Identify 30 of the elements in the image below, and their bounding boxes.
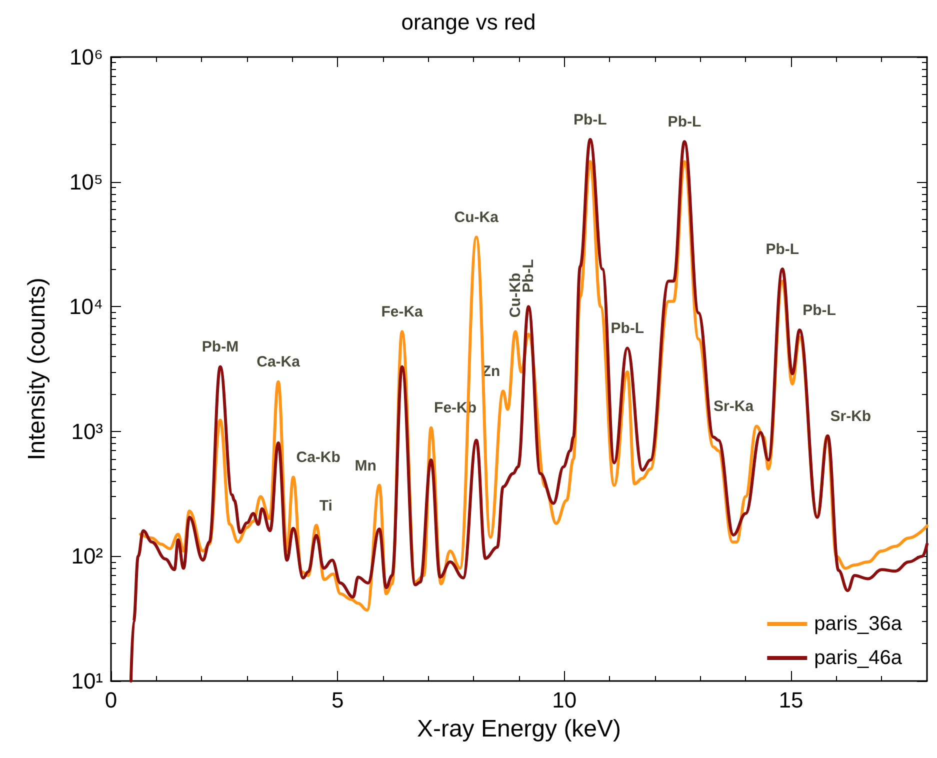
annotation: Mn bbox=[354, 457, 376, 474]
y-tick-label: 10³ bbox=[71, 418, 103, 444]
annotation: Pb-L bbox=[610, 320, 644, 338]
legend-label: paris_46a bbox=[814, 647, 903, 669]
x-axis-title: X-ray Energy (keV) bbox=[416, 716, 622, 742]
annotation: Sr-Ka bbox=[714, 398, 754, 416]
annotation: Pb-L bbox=[668, 114, 702, 131]
x-tick-label: 0 bbox=[104, 688, 118, 712]
annotation: Pb-L bbox=[574, 112, 607, 129]
chart-title: orange vs red bbox=[401, 10, 536, 34]
y-tick-label: 10⁵ bbox=[69, 169, 103, 194]
annotation: Sr-Kb bbox=[830, 408, 872, 425]
annotation: Cu-Ka bbox=[454, 209, 500, 226]
annotation: Fe-Ka bbox=[381, 304, 424, 321]
annotation: Pb-L bbox=[520, 259, 538, 293]
x-tick-label: 10 bbox=[552, 688, 577, 712]
y-axis-title: Intensity (counts) bbox=[24, 278, 50, 460]
y-tick-label: 10¹ bbox=[71, 668, 103, 694]
y-tick-label: 10⁴ bbox=[69, 294, 103, 320]
y-tick-label: 10² bbox=[71, 544, 103, 569]
x-tick-label: 5 bbox=[332, 688, 344, 712]
legend-label: paris_36a bbox=[814, 613, 903, 635]
y-tick-label: 10⁶ bbox=[69, 44, 103, 70]
annotation: Ca-Kb bbox=[296, 449, 340, 466]
annotation: Pb-L bbox=[766, 241, 800, 258]
x-tick-label: 15 bbox=[778, 688, 804, 712]
annotation: Pb-L bbox=[802, 302, 836, 319]
annotation: Ti bbox=[319, 497, 332, 514]
annotation: Ca-Ka bbox=[256, 354, 301, 371]
annotation: Pb-M bbox=[202, 338, 239, 356]
